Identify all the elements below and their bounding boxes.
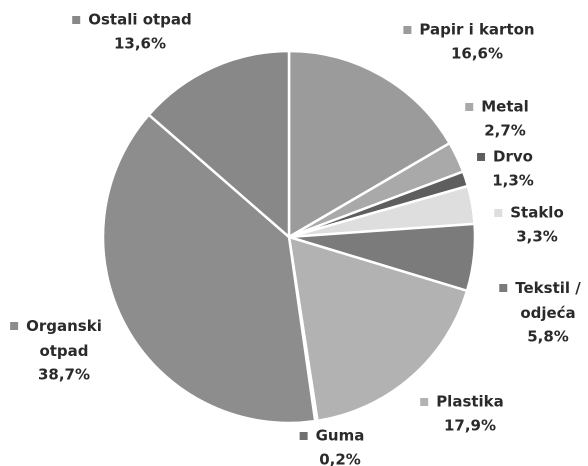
slice-label: Plastika — [436, 393, 504, 411]
legend-marker — [403, 26, 412, 34]
pie-slice — [287, 235, 469, 423]
slice-label: Metal — [481, 98, 529, 116]
value-label: 38,7% — [38, 366, 90, 384]
legend-marker — [420, 398, 429, 406]
legend-marker — [465, 103, 474, 111]
value-label: 13,6% — [114, 35, 166, 53]
legend-marker — [494, 209, 503, 217]
value-label: 17,9% — [444, 417, 496, 435]
slice-label: Guma — [316, 427, 365, 445]
value-label: 0,2% — [319, 451, 361, 466]
pie-slice — [287, 49, 452, 240]
value-label: 2,7% — [484, 122, 526, 140]
legend-marker — [477, 153, 486, 161]
slice-label: Papir i karton — [419, 21, 534, 39]
slice-label: Organski otpad — [26, 317, 102, 360]
slice-label: Drvo — [493, 148, 533, 166]
legend-marker — [499, 284, 508, 292]
slice-label: Staklo — [510, 204, 564, 222]
pie-slice — [101, 112, 317, 425]
value-label: 1,3% — [492, 172, 534, 190]
value-label: 3,3% — [516, 228, 558, 246]
slice-label: Ostali otpad — [88, 11, 192, 29]
pie-slice — [147, 49, 291, 240]
value-label: 5,8% — [527, 328, 569, 346]
legend-marker — [10, 322, 19, 330]
value-label: 16,6% — [451, 45, 503, 63]
legend-marker — [299, 432, 308, 440]
slice-label: Tekstil / odjeća — [515, 279, 581, 322]
legend-marker — [72, 16, 81, 24]
